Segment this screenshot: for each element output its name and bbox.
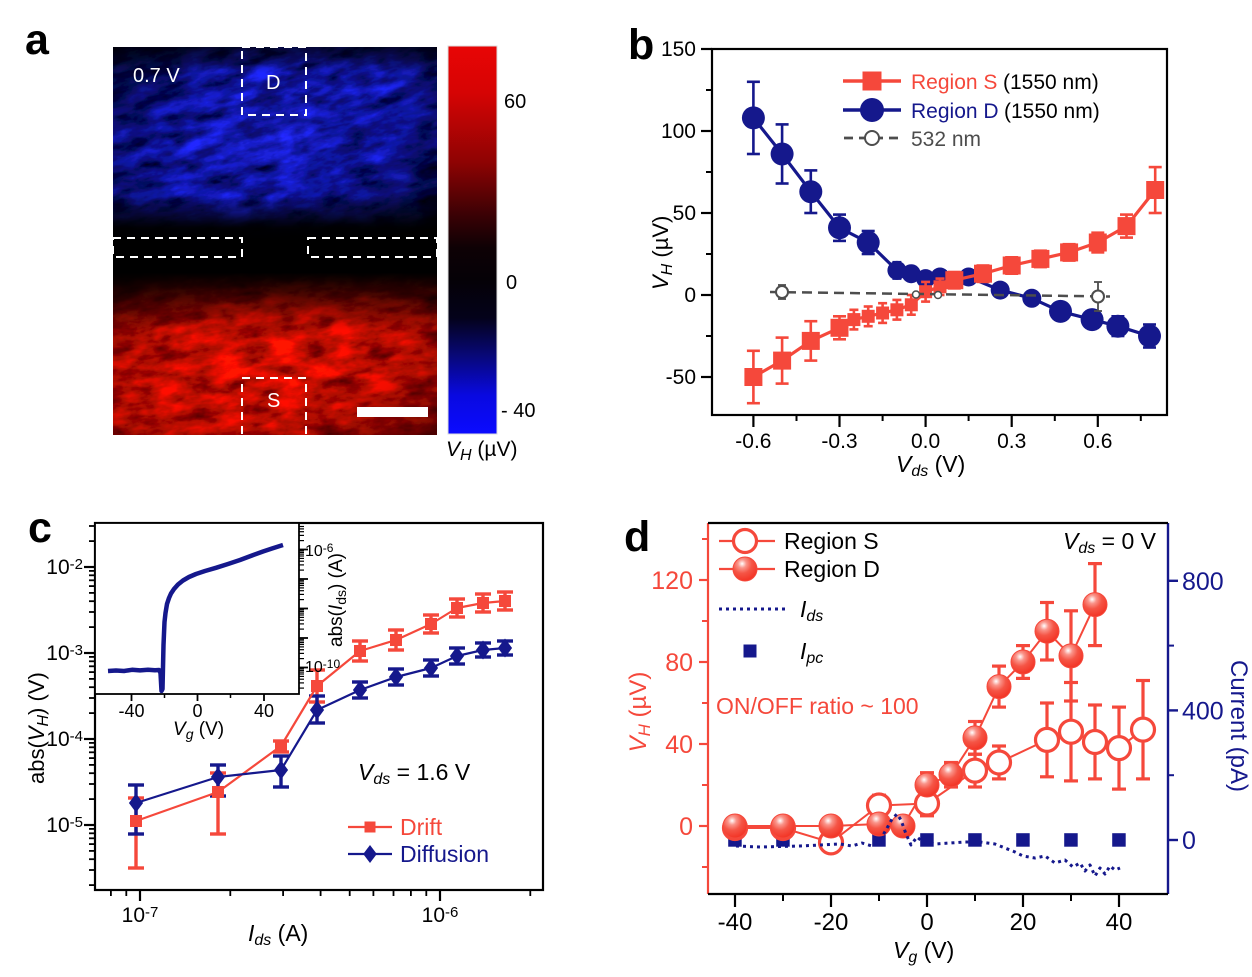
- svg-text:-0.3: -0.3: [821, 430, 857, 453]
- svg-text:Vds = 0 V: Vds = 0 V: [1063, 528, 1157, 557]
- svg-text:10-6: 10-6: [422, 904, 459, 927]
- svg-text:- 40: - 40: [501, 400, 535, 422]
- svg-text:800: 800: [1182, 568, 1224, 596]
- svg-text:40: 40: [1106, 909, 1133, 936]
- svg-text:Diffusion: Diffusion: [400, 841, 489, 867]
- svg-text:0: 0: [920, 909, 933, 936]
- svg-text:Drift: Drift: [400, 814, 443, 840]
- svg-text:0.3: 0.3: [997, 430, 1026, 453]
- svg-text:532 nm: 532 nm: [911, 128, 981, 151]
- svg-text:-0.6: -0.6: [735, 430, 771, 453]
- svg-text:Ipc: Ipc: [800, 638, 823, 667]
- svg-text:D: D: [266, 72, 280, 94]
- svg-text:c: c: [28, 504, 52, 552]
- svg-text:Vds = 1.6 V: Vds = 1.6 V: [358, 759, 471, 788]
- svg-text:-50: -50: [666, 366, 696, 389]
- svg-text:VH (µV): VH (µV): [446, 438, 518, 464]
- svg-text:Vg (V): Vg (V): [893, 937, 954, 966]
- svg-text:-40: -40: [718, 909, 753, 936]
- svg-text:abs(Ids) (A): abs(Ids) (A): [326, 553, 349, 647]
- svg-text:10-2: 10-2: [46, 556, 83, 579]
- svg-text:VH (µV): VH (µV): [625, 672, 654, 753]
- svg-text:(1550 nm): (1550 nm): [1003, 71, 1099, 94]
- svg-text:0.7 V: 0.7 V: [133, 65, 180, 87]
- svg-text:(1550 nm): (1550 nm): [1004, 100, 1100, 123]
- svg-text:Current (pA): Current (pA): [1225, 660, 1252, 792]
- svg-text:100: 100: [661, 120, 696, 143]
- svg-text:10-10: 10-10: [305, 657, 340, 676]
- svg-text:120: 120: [651, 567, 693, 595]
- svg-text:Ids: Ids: [800, 596, 823, 625]
- svg-text:-20: -20: [814, 909, 849, 936]
- svg-text:50: 50: [673, 202, 696, 225]
- svg-text:0: 0: [192, 701, 202, 721]
- svg-text:400: 400: [1182, 697, 1224, 725]
- svg-text:d: d: [624, 513, 650, 561]
- svg-text:0: 0: [506, 272, 517, 294]
- svg-text:S: S: [267, 390, 280, 412]
- svg-text:10-7: 10-7: [122, 904, 159, 927]
- svg-text:0: 0: [679, 813, 693, 841]
- svg-text:150: 150: [661, 38, 696, 61]
- svg-text:abs(VH) (V): abs(VH) (V): [24, 672, 52, 784]
- svg-text:VH (µV): VH (µV): [648, 216, 676, 290]
- svg-text:Region D: Region D: [784, 556, 880, 582]
- svg-text:40: 40: [254, 701, 274, 721]
- svg-text:Region D: Region D: [911, 100, 999, 123]
- svg-text:Vds (V): Vds (V): [896, 451, 965, 480]
- svg-text:80: 80: [665, 649, 693, 677]
- svg-text:Region S: Region S: [911, 71, 997, 94]
- svg-text:60: 60: [504, 91, 526, 113]
- svg-text:0: 0: [1182, 827, 1196, 855]
- svg-text:-40: -40: [118, 701, 144, 721]
- svg-text:Region S: Region S: [784, 528, 879, 554]
- svg-text:b: b: [628, 21, 654, 69]
- svg-text:40: 40: [665, 731, 693, 759]
- svg-text:0.6: 0.6: [1083, 430, 1112, 453]
- svg-text:Ids (A): Ids (A): [248, 920, 308, 949]
- svg-text:10-5: 10-5: [46, 814, 83, 837]
- svg-text:ON/OFF ratio ~ 100: ON/OFF ratio ~ 100: [716, 693, 919, 719]
- svg-text:20: 20: [1010, 909, 1037, 936]
- svg-text:0.0: 0.0: [911, 430, 940, 453]
- svg-text:Vg (V): Vg (V): [173, 719, 224, 742]
- svg-text:10-4: 10-4: [46, 728, 83, 751]
- svg-text:0: 0: [684, 284, 696, 307]
- svg-text:a: a: [25, 16, 50, 64]
- svg-text:10-3: 10-3: [46, 642, 83, 665]
